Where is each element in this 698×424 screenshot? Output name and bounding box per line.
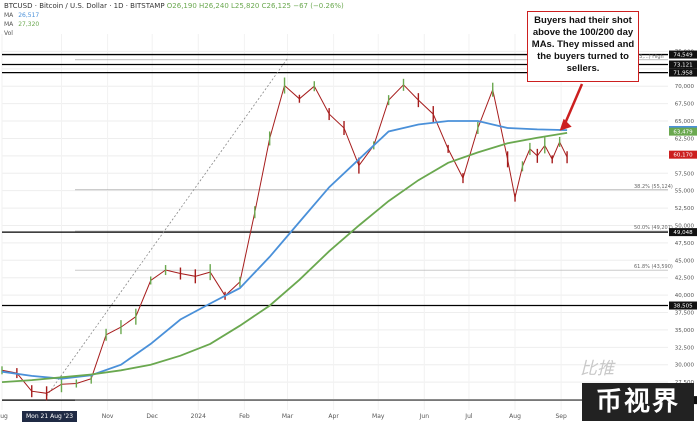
arrow-shaft (562, 83, 584, 128)
x-tick-label: Dec (146, 413, 158, 420)
ind2-value: 27,320 (18, 21, 40, 28)
y-tick-label: 55,000 (675, 189, 695, 195)
y-tick-label: 65,000 (675, 119, 695, 125)
price-badge (669, 127, 697, 136)
series-ma200 (1, 132, 568, 383)
ind1-label: MA (4, 12, 14, 19)
x-tick-label: Sep (555, 413, 567, 420)
x-tick-label: Aug (0, 413, 8, 420)
y-tick-label: 45,000 (675, 258, 695, 264)
x-tick-label: Feb (239, 413, 250, 420)
x-tick-label: Apr (328, 413, 339, 420)
x-tick-label: May (372, 413, 385, 420)
fib-label: 61.8% (43,590) (634, 264, 673, 270)
fib-label: (73,...) High (634, 54, 664, 60)
symbol-line: BTCUSD · Bitcoin / U.S. Dollar · 1D · BI… (4, 2, 165, 10)
level-badge (669, 50, 697, 59)
level-badge-label: 73,121 (673, 62, 692, 68)
y-tick-label: 52,500 (675, 206, 695, 212)
y-tick-label: 35,000 (675, 328, 695, 334)
level-badge (669, 228, 697, 237)
y-tick-label: 47,500 (675, 241, 695, 247)
x-tick-label: Mar (282, 413, 294, 420)
y-tick-label: 40,000 (675, 293, 695, 299)
y-tick-label: 37,500 (675, 311, 695, 317)
trendline-path (46, 58, 288, 397)
y-tick-label: 30,000 (675, 363, 695, 369)
y-tick-label: 62,500 (675, 136, 695, 142)
y-tick-label: 50,000 (675, 223, 695, 229)
price-badge (669, 150, 697, 159)
series-lines (1, 77, 568, 401)
level-badge (669, 68, 697, 77)
y-tick-label: 57,500 (675, 171, 695, 177)
annotation-arrow (559, 83, 584, 131)
indicator-vol[interactable]: Vol (4, 30, 13, 37)
price-badge-label: 63,479 (673, 130, 693, 136)
fib-label: 38.2% (55,124) (634, 184, 673, 190)
level-badge-label: 38,505 (673, 304, 693, 310)
vol-label: Vol (4, 30, 13, 37)
annotation-box: Buyers had their shot above the 100/200 … (527, 11, 639, 82)
y-tick-label: 70,000 (675, 84, 695, 90)
crosshair-date: Mon 21 Aug '23 (22, 411, 78, 422)
ohlc-values: O26,190 H26,240 L25,820 C26,125 −67 (−0.… (166, 2, 344, 10)
trendline (46, 58, 288, 397)
x-tick-label: Aug (509, 413, 521, 420)
ind1-value: 26,517 (18, 12, 40, 19)
y-tick-label: 67,500 (675, 102, 695, 108)
y-axis: 25,00027,50030,00032,50035,00037,50040,0… (675, 49, 695, 403)
chart-header: BTCUSD · Bitcoin / U.S. Dollar · 1D · BI… (4, 2, 344, 10)
arrow-head (559, 118, 572, 131)
y-tick-label: 32,500 (675, 345, 695, 351)
level-badge-label: 49,048 (673, 230, 693, 236)
grid-lines (1, 34, 668, 410)
x-tick-label: 2024 (191, 413, 206, 420)
y-tick-label: 42,500 (675, 276, 695, 282)
level-badge (669, 301, 697, 310)
watermark-logo: 币视界 (582, 383, 694, 421)
x-axis: AugOctNovDec2024FebMarAprMayJunJulAugSep (0, 413, 567, 420)
ind2-label: MA (4, 21, 14, 28)
level-badge (669, 60, 697, 69)
watermark-faint: 比推 (580, 359, 614, 379)
fib-label: 50.0% (49,207) (634, 225, 673, 231)
x-tick-label: Jun (419, 413, 430, 420)
indicator-ma2[interactable]: MA 27,320 (4, 21, 39, 28)
x-tick-label: Nov (102, 413, 114, 420)
indicator-ma1[interactable]: MA 26,517 (4, 12, 39, 19)
fib-levels: 38.2% (55,124) 50.0% (49,207) 61.8% (43,59… (75, 54, 673, 401)
price-badge-label: 60,170 (673, 153, 693, 159)
level-badge-label: 74,549 (673, 53, 693, 59)
level-badge-label: 71,958 (673, 71, 693, 77)
x-tick-label: Jul (464, 413, 473, 420)
